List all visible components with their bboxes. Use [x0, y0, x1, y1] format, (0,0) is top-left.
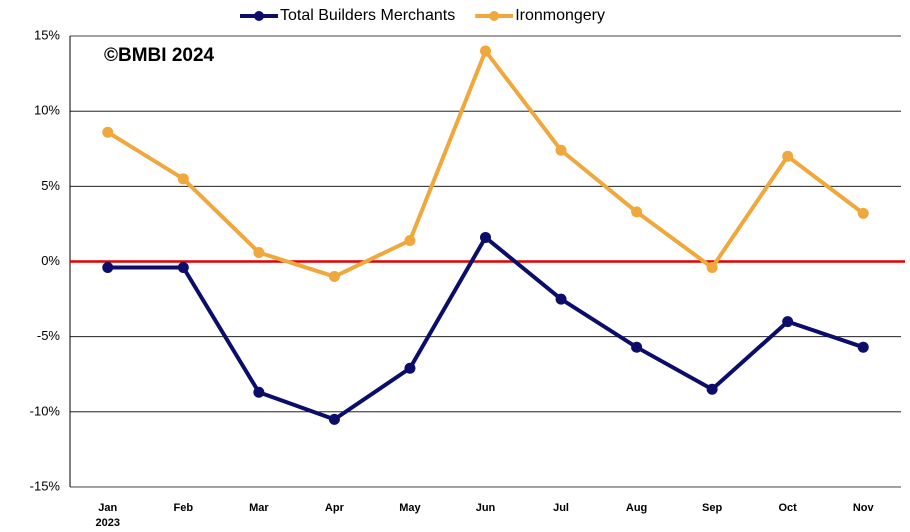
- y-tick-label: 15%: [34, 27, 60, 42]
- point: [404, 362, 416, 374]
- point: [857, 207, 869, 219]
- y-tick-label: -5%: [37, 328, 61, 343]
- point: [782, 150, 794, 162]
- legend-marker: [489, 11, 500, 21]
- x-year-label: 2023: [96, 517, 120, 529]
- point: [631, 341, 643, 353]
- x-tick-label: Jan: [98, 502, 117, 514]
- x-tick-label: Jun: [476, 502, 496, 514]
- point: [706, 383, 718, 395]
- point: [782, 316, 794, 328]
- legend-label: Ironmongery: [515, 7, 605, 24]
- point: [177, 262, 189, 274]
- point: [177, 173, 189, 185]
- y-tick-label: 5%: [41, 178, 60, 193]
- series-line: [107, 235, 864, 422]
- point: [253, 386, 265, 398]
- point: [555, 144, 567, 156]
- y-tick-label: -10%: [30, 403, 61, 418]
- legend-marker: [254, 11, 264, 21]
- point: [480, 231, 491, 243]
- x-tick-label: May: [399, 502, 421, 514]
- legend-label: Total Builders Merchants: [280, 7, 455, 24]
- point: [102, 126, 114, 138]
- y-tick-label: 0%: [41, 253, 60, 268]
- x-tick-label: Sep: [702, 502, 722, 514]
- x-tick-label: Aug: [626, 502, 647, 514]
- x-tick-label: Feb: [174, 502, 194, 514]
- x-tick-label: Mar: [249, 502, 269, 514]
- point: [328, 413, 340, 425]
- point: [631, 206, 643, 218]
- point: [706, 262, 718, 274]
- point: [555, 293, 567, 305]
- point: [328, 271, 340, 283]
- x-tick-label: Nov: [853, 502, 875, 514]
- annotation: ©BMBI 2024: [104, 45, 215, 66]
- point: [404, 234, 416, 246]
- x-tick-label: Oct: [779, 502, 798, 514]
- x-tick-label: Jul: [553, 502, 569, 514]
- x-tick-label: Apr: [325, 502, 345, 514]
- point: [253, 246, 265, 258]
- y-tick-label: 10%: [34, 103, 60, 118]
- point: [102, 262, 114, 274]
- point: [857, 341, 869, 353]
- y-tick-label: -15%: [30, 478, 61, 493]
- point: [480, 45, 491, 57]
